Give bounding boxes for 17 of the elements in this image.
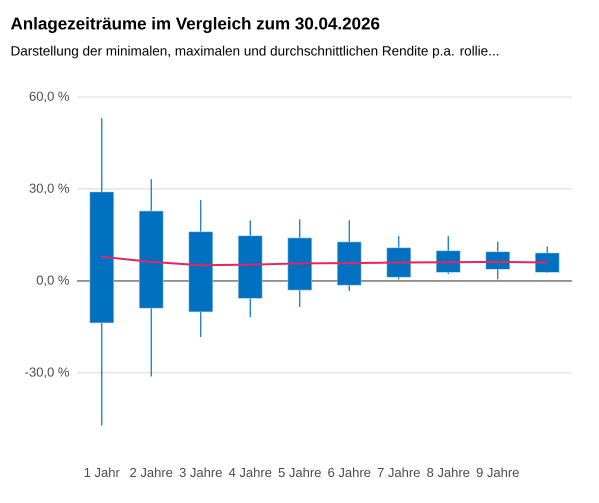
x-tick-label: 6 Jahre [328, 468, 370, 478]
x-tick-label: 9 Jahre [476, 468, 519, 478]
x-tick-label: 1 Jahr [84, 468, 120, 478]
y-tick-label: -30,0 % [25, 367, 69, 378]
x-tick-label: 2 Jahre [130, 468, 172, 478]
x-tick-label: 4 Jahre [228, 468, 272, 478]
x-tick-label: 3 Jahre [180, 468, 222, 478]
x-tick-label: 8 Jahre [427, 468, 470, 478]
chart-title: Anlagezeiträume im Vergleich zum 30.04.2026 [10, 17, 380, 33]
x-tick-label: 5 Jahre [278, 468, 321, 478]
candlestick [535, 246, 560, 274]
x-tick-label: 7 Jahre [378, 468, 420, 478]
y-tick-label: 0,0 % [36, 276, 69, 286]
candlestick [436, 236, 460, 274]
y-tick-label: 30,0 % [30, 184, 69, 194]
y-tick-label: 60,0 % [30, 92, 69, 102]
chart-subtitle: Darstellung der minimalen, maximalen und durchschnittlichen Rendite p.a. rollie... [12, 46, 498, 58]
